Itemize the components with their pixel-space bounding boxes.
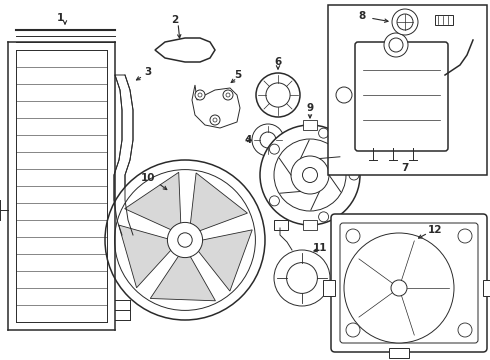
Polygon shape (155, 38, 215, 62)
Circle shape (260, 132, 276, 148)
Circle shape (302, 167, 318, 183)
Circle shape (336, 87, 352, 103)
Bar (435, 15, 453, 25)
Circle shape (349, 170, 359, 180)
FancyBboxPatch shape (340, 223, 478, 343)
Circle shape (458, 229, 472, 243)
Bar (303, 120, 317, 130)
Circle shape (346, 229, 360, 243)
FancyBboxPatch shape (355, 42, 448, 151)
Polygon shape (150, 256, 216, 301)
Circle shape (274, 250, 330, 306)
Text: 2: 2 (172, 15, 179, 25)
Circle shape (260, 125, 360, 225)
Text: 11: 11 (313, 243, 327, 253)
Circle shape (252, 124, 284, 156)
Circle shape (256, 73, 300, 117)
Circle shape (458, 323, 472, 337)
Circle shape (226, 93, 230, 97)
Bar (389, 348, 409, 358)
Circle shape (266, 83, 290, 107)
Circle shape (223, 90, 233, 100)
Circle shape (392, 9, 418, 35)
Circle shape (318, 128, 329, 138)
Bar (483, 280, 490, 296)
Circle shape (105, 160, 265, 320)
Circle shape (389, 38, 403, 52)
Circle shape (178, 233, 192, 247)
Text: 1: 1 (56, 13, 64, 23)
Bar (323, 280, 335, 296)
Circle shape (270, 196, 279, 206)
Circle shape (115, 170, 255, 310)
Text: 5: 5 (234, 70, 242, 80)
Circle shape (195, 90, 205, 100)
Bar (328, 5, 487, 175)
Polygon shape (191, 173, 247, 231)
Circle shape (287, 262, 318, 293)
Circle shape (213, 118, 217, 122)
Circle shape (198, 93, 202, 97)
Polygon shape (198, 230, 252, 291)
Circle shape (346, 323, 360, 337)
Circle shape (391, 280, 407, 296)
Circle shape (397, 14, 413, 30)
Polygon shape (192, 85, 240, 128)
Circle shape (116, 256, 121, 261)
FancyBboxPatch shape (331, 214, 487, 352)
Polygon shape (114, 75, 133, 235)
Text: 3: 3 (145, 67, 151, 77)
Text: 6: 6 (274, 57, 282, 67)
Circle shape (384, 33, 408, 57)
Text: 7: 7 (401, 163, 409, 173)
Text: 9: 9 (306, 103, 314, 113)
Circle shape (344, 233, 454, 343)
Polygon shape (124, 172, 181, 230)
Bar (115, 240, 125, 250)
Circle shape (318, 212, 329, 222)
Text: 12: 12 (428, 225, 442, 235)
Circle shape (116, 267, 121, 273)
Bar (115, 225, 125, 235)
Circle shape (168, 222, 202, 258)
Bar (274, 220, 288, 230)
Circle shape (210, 115, 220, 125)
Circle shape (270, 144, 279, 154)
Bar (115, 210, 125, 220)
Text: 10: 10 (141, 173, 155, 183)
Circle shape (274, 139, 346, 211)
Bar (303, 220, 317, 230)
Circle shape (291, 156, 329, 194)
Text: 4: 4 (245, 135, 252, 145)
Text: 8: 8 (358, 11, 366, 21)
Polygon shape (119, 225, 171, 288)
